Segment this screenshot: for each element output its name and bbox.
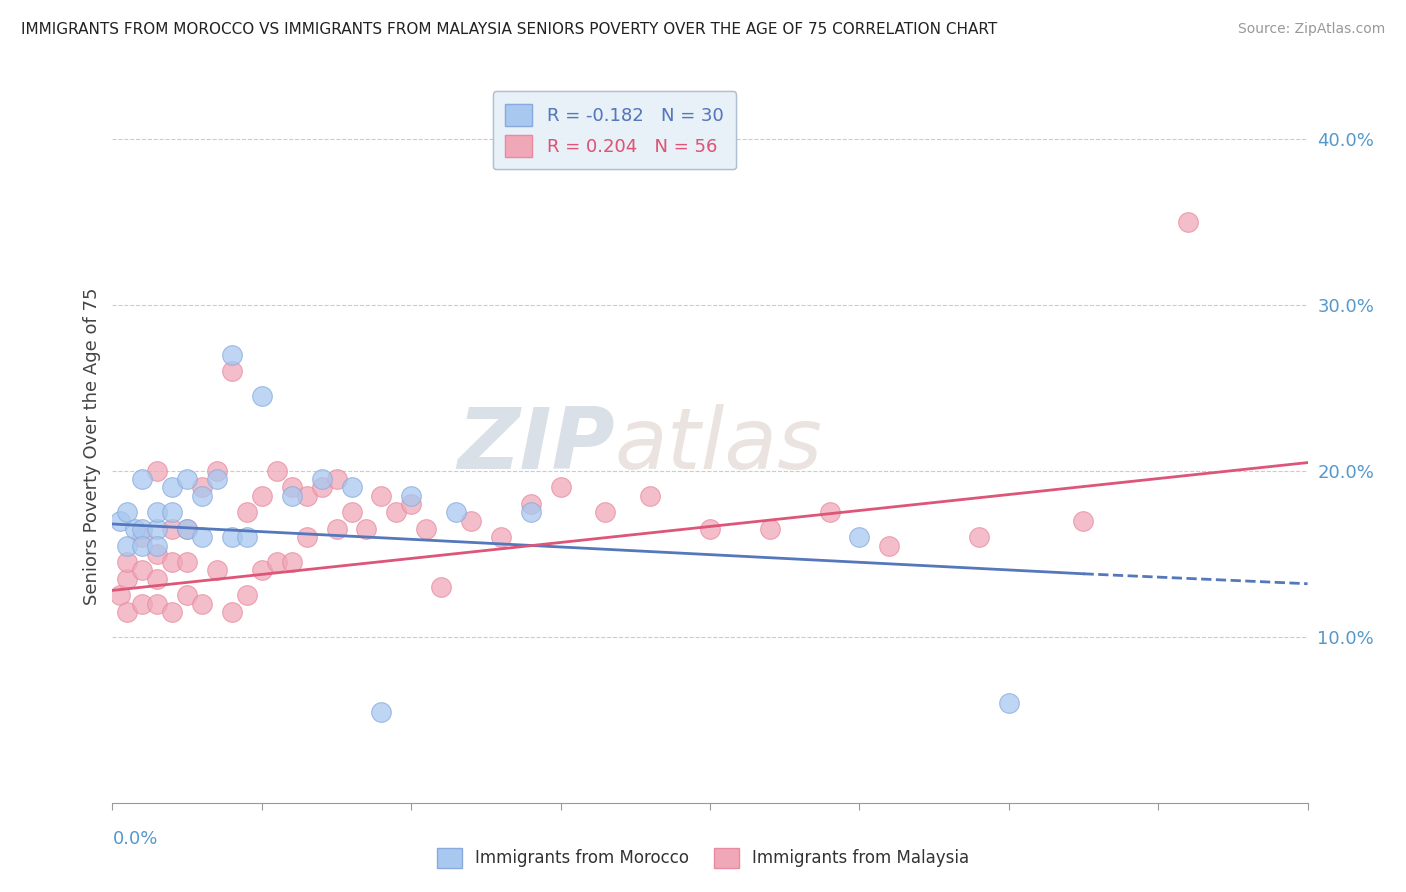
Point (162, 555, 183, 569)
Point (818, 505, 841, 519)
Point (520, 497, 543, 511)
Point (131, 539, 153, 553)
Point (236, 530, 259, 544)
Text: IMMIGRANTS FROM MOROCCO VS IMMIGRANTS FROM MALAYSIA SENIORS POVERTY OVER THE AGE: IMMIGRANTS FROM MOROCCO VS IMMIGRANTS FR… (21, 22, 997, 37)
Point (595, 505, 617, 519)
Point (415, 522, 437, 536)
Point (266, 464, 288, 478)
Point (250, 489, 273, 503)
Point (370, 705, 392, 719)
Point (401, 489, 423, 503)
Point (325, 522, 347, 536)
Point (205, 564, 228, 578)
Point (430, 580, 453, 594)
Point (281, 555, 304, 569)
Point (108, 514, 131, 528)
Point (162, 522, 183, 536)
Y-axis label: Seniors Poverty Over the Age of 75: Seniors Poverty Over the Age of 75 (83, 287, 101, 605)
Point (117, 572, 139, 586)
Point (401, 497, 423, 511)
Point (146, 522, 169, 536)
Point (356, 522, 378, 536)
Point (759, 522, 782, 536)
Point (340, 505, 363, 519)
Point (250, 389, 273, 403)
Text: Source: ZipAtlas.com: Source: ZipAtlas.com (1237, 22, 1385, 37)
Point (191, 481, 214, 495)
Point (162, 605, 183, 619)
Point (146, 505, 169, 519)
Point (699, 522, 721, 536)
Point (131, 530, 153, 544)
Text: atlas: atlas (614, 404, 823, 488)
Legend: R = -0.182   N = 30, R = 0.204   N = 56: R = -0.182 N = 30, R = 0.204 N = 56 (492, 91, 737, 169)
Point (311, 472, 333, 486)
Point (131, 564, 153, 578)
Point (205, 472, 228, 486)
Text: ZIP: ZIP (457, 404, 614, 488)
Point (340, 481, 363, 495)
Point (221, 348, 243, 362)
Point (311, 481, 333, 495)
Point (325, 472, 347, 486)
Point (281, 489, 304, 503)
Point (176, 522, 198, 536)
Point (370, 489, 392, 503)
Point (162, 481, 183, 495)
Point (124, 522, 146, 536)
Point (520, 505, 543, 519)
Point (444, 505, 467, 519)
Point (236, 588, 259, 602)
Point (191, 530, 214, 544)
Point (146, 464, 169, 478)
Point (108, 588, 131, 602)
Point (146, 539, 169, 553)
Point (236, 505, 259, 519)
Point (146, 547, 169, 561)
Point (205, 464, 228, 478)
Point (131, 597, 153, 611)
Point (117, 555, 139, 569)
Point (191, 597, 214, 611)
Point (191, 489, 214, 503)
Point (117, 505, 139, 519)
Point (266, 555, 288, 569)
Point (1073, 514, 1095, 528)
Point (848, 530, 870, 544)
Point (221, 364, 243, 378)
Point (1177, 215, 1199, 229)
Point (967, 530, 990, 544)
Point (250, 564, 273, 578)
Text: 0.0%: 0.0% (112, 830, 157, 848)
Point (489, 530, 512, 544)
Point (385, 505, 408, 519)
Point (221, 605, 243, 619)
Point (162, 505, 183, 519)
Point (550, 481, 572, 495)
Point (146, 597, 169, 611)
Point (146, 572, 169, 586)
Point (176, 522, 198, 536)
Point (877, 539, 901, 553)
Point (295, 530, 318, 544)
Point (998, 696, 1021, 710)
Point (117, 539, 139, 553)
Point (640, 489, 662, 503)
Point (176, 588, 198, 602)
Point (131, 522, 153, 536)
Point (295, 489, 318, 503)
Point (176, 472, 198, 486)
Point (176, 555, 198, 569)
Legend: Immigrants from Morocco, Immigrants from Malaysia: Immigrants from Morocco, Immigrants from… (430, 841, 976, 875)
Point (117, 605, 139, 619)
Point (281, 481, 304, 495)
Point (131, 472, 153, 486)
Point (460, 514, 482, 528)
Point (221, 530, 243, 544)
